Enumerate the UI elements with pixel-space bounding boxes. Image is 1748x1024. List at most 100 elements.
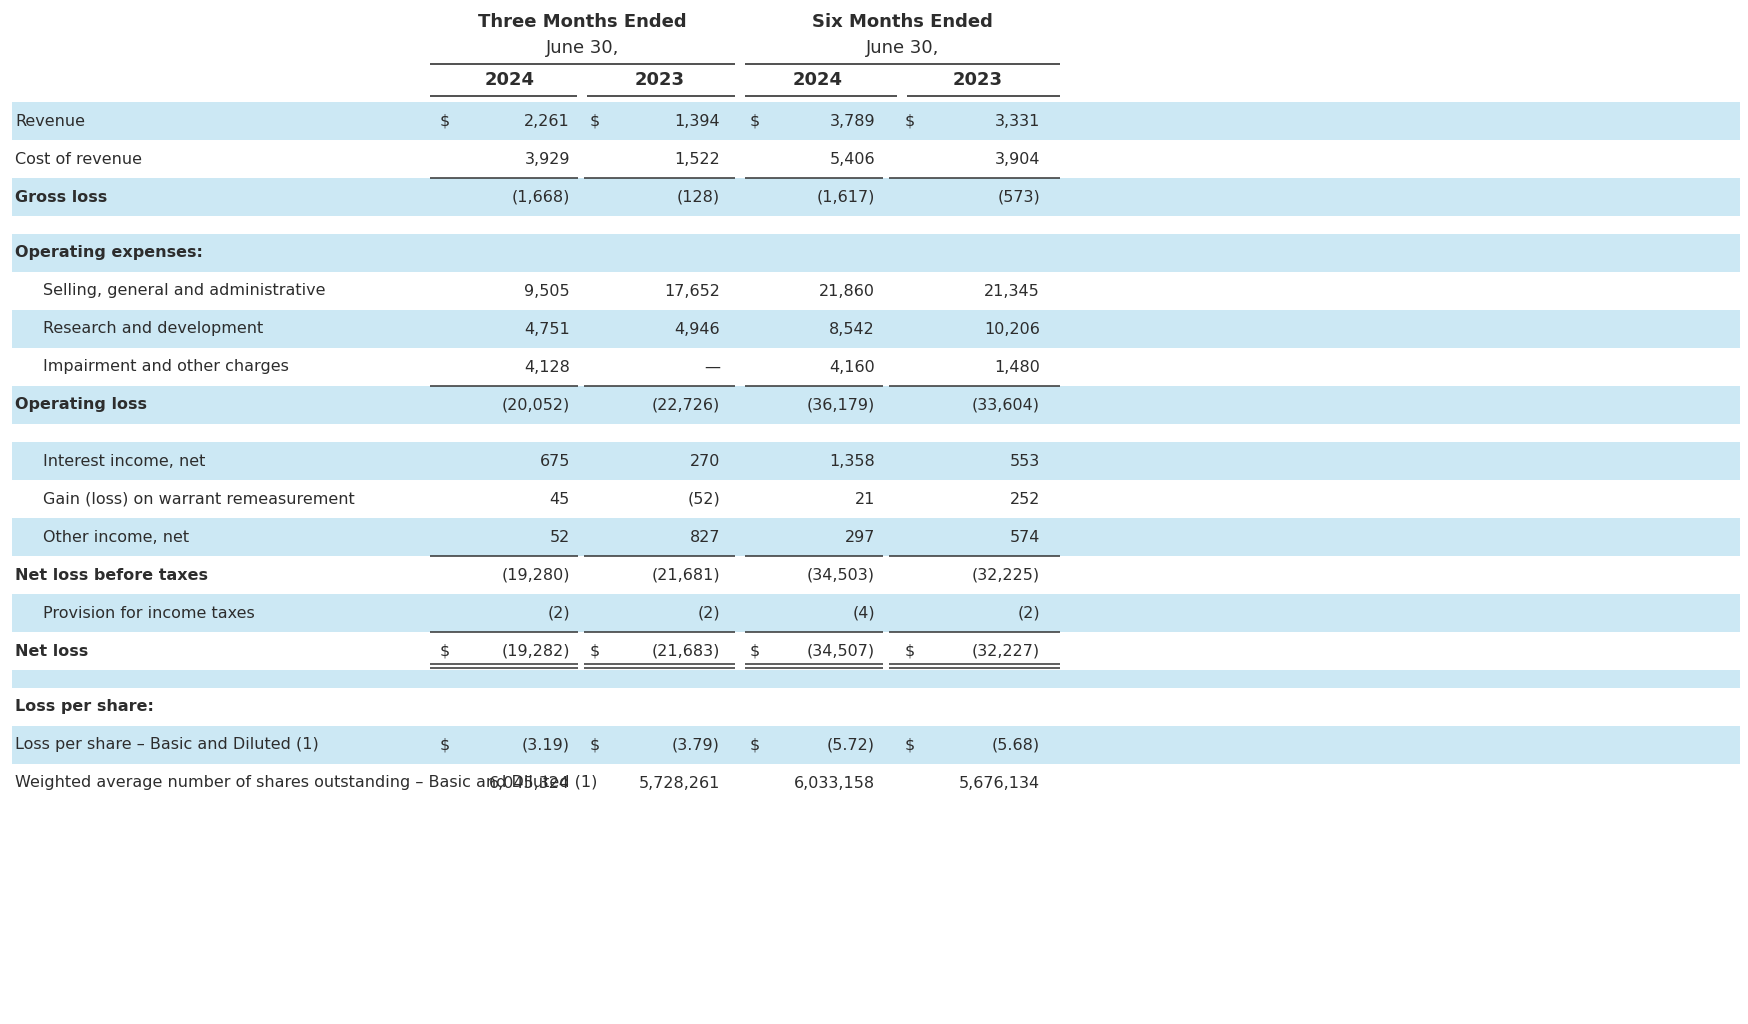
Text: 270: 270 <box>689 454 720 469</box>
Text: 297: 297 <box>844 529 874 545</box>
Text: 9,505: 9,505 <box>524 284 570 299</box>
Text: (4): (4) <box>851 605 874 621</box>
Text: 21,860: 21,860 <box>818 284 874 299</box>
Text: 675: 675 <box>540 454 570 469</box>
Text: $: $ <box>904 114 914 128</box>
Text: (32,225): (32,225) <box>972 567 1040 583</box>
Text: 21: 21 <box>855 492 874 507</box>
Bar <box>12 670 1739 688</box>
Text: (52): (52) <box>687 492 720 507</box>
Text: (20,052): (20,052) <box>502 397 570 413</box>
Text: (2): (2) <box>547 605 570 621</box>
Text: Net loss: Net loss <box>16 643 87 658</box>
Text: 4,128: 4,128 <box>524 359 570 375</box>
Text: $: $ <box>439 643 449 658</box>
Bar <box>12 726 1739 764</box>
Text: 5,406: 5,406 <box>829 152 874 167</box>
Text: $: $ <box>904 737 914 753</box>
Text: Loss per share – Basic and Diluted (1): Loss per share – Basic and Diluted (1) <box>16 737 318 753</box>
Text: 2,261: 2,261 <box>524 114 570 128</box>
Text: 1,522: 1,522 <box>675 152 720 167</box>
Text: (5.68): (5.68) <box>991 737 1040 753</box>
Text: (36,179): (36,179) <box>806 397 874 413</box>
Text: —: — <box>704 359 720 375</box>
Text: (5.72): (5.72) <box>827 737 874 753</box>
Text: Gross loss: Gross loss <box>16 189 107 205</box>
Text: 3,929: 3,929 <box>524 152 570 167</box>
Text: Operating loss: Operating loss <box>16 397 147 413</box>
Text: 574: 574 <box>1009 529 1040 545</box>
Text: $: $ <box>750 737 760 753</box>
Text: 3,904: 3,904 <box>995 152 1040 167</box>
Text: 2023: 2023 <box>953 71 1002 89</box>
Text: Gain (loss) on warrant remeasurement: Gain (loss) on warrant remeasurement <box>44 492 355 507</box>
Text: (3.19): (3.19) <box>521 737 570 753</box>
Text: 4,751: 4,751 <box>524 322 570 337</box>
Text: Selling, general and administrative: Selling, general and administrative <box>44 284 325 299</box>
Text: 4,946: 4,946 <box>675 322 720 337</box>
Text: (32,227): (32,227) <box>972 643 1040 658</box>
Text: Loss per share:: Loss per share: <box>16 699 154 715</box>
Text: Cost of revenue: Cost of revenue <box>16 152 142 167</box>
Text: (1,668): (1,668) <box>512 189 570 205</box>
Text: Interest income, net: Interest income, net <box>44 454 205 469</box>
Text: 3,789: 3,789 <box>829 114 874 128</box>
Text: June 30,: June 30, <box>865 39 939 57</box>
Text: 252: 252 <box>1009 492 1040 507</box>
Text: $: $ <box>589 643 600 658</box>
Bar <box>12 102 1739 140</box>
Text: 5,728,261: 5,728,261 <box>638 775 720 791</box>
Bar <box>12 442 1739 480</box>
Text: Impairment and other charges: Impairment and other charges <box>44 359 288 375</box>
Text: 1,480: 1,480 <box>993 359 1040 375</box>
Text: $: $ <box>904 643 914 658</box>
Text: 553: 553 <box>1009 454 1040 469</box>
Text: 2024: 2024 <box>792 71 843 89</box>
Text: (33,604): (33,604) <box>972 397 1040 413</box>
Text: (2): (2) <box>697 605 720 621</box>
Text: Provision for income taxes: Provision for income taxes <box>44 605 255 621</box>
Text: Three Months Ended: Three Months Ended <box>477 13 687 31</box>
Text: Other income, net: Other income, net <box>44 529 189 545</box>
Text: 21,345: 21,345 <box>984 284 1040 299</box>
Text: (19,282): (19,282) <box>502 643 570 658</box>
Text: 52: 52 <box>549 529 570 545</box>
Text: (21,683): (21,683) <box>652 643 720 658</box>
Text: 8,542: 8,542 <box>829 322 874 337</box>
Text: (34,507): (34,507) <box>806 643 874 658</box>
Text: Research and development: Research and development <box>44 322 264 337</box>
Text: Net loss before taxes: Net loss before taxes <box>16 567 208 583</box>
Text: (21,681): (21,681) <box>650 567 720 583</box>
Text: 2023: 2023 <box>635 71 685 89</box>
Text: (19,280): (19,280) <box>502 567 570 583</box>
Text: $: $ <box>750 643 760 658</box>
Text: Six Months Ended: Six Months Ended <box>811 13 993 31</box>
Bar <box>12 386 1739 424</box>
Text: Revenue: Revenue <box>16 114 86 128</box>
Text: June 30,: June 30, <box>545 39 619 57</box>
Text: 17,652: 17,652 <box>664 284 720 299</box>
Text: 2024: 2024 <box>484 71 535 89</box>
Text: 1,394: 1,394 <box>675 114 720 128</box>
Bar <box>12 594 1739 632</box>
Text: 827: 827 <box>689 529 720 545</box>
Text: (573): (573) <box>996 189 1040 205</box>
Text: (22,726): (22,726) <box>652 397 720 413</box>
Text: 1,358: 1,358 <box>829 454 874 469</box>
Bar <box>12 518 1739 556</box>
Text: 45: 45 <box>549 492 570 507</box>
Bar <box>12 234 1739 272</box>
Text: Weighted average number of shares outstanding – Basic and Diluted (1): Weighted average number of shares outsta… <box>16 775 598 791</box>
Text: Operating expenses:: Operating expenses: <box>16 246 203 260</box>
Text: $: $ <box>589 114 600 128</box>
Text: (3.79): (3.79) <box>671 737 720 753</box>
Text: (128): (128) <box>676 189 720 205</box>
Text: 6,045,324: 6,045,324 <box>489 775 570 791</box>
Text: (1,617): (1,617) <box>816 189 874 205</box>
Text: 6,033,158: 6,033,158 <box>794 775 874 791</box>
Bar <box>12 310 1739 348</box>
Text: 4,160: 4,160 <box>829 359 874 375</box>
Text: (34,503): (34,503) <box>806 567 874 583</box>
Text: 3,331: 3,331 <box>995 114 1040 128</box>
Bar <box>12 178 1739 216</box>
